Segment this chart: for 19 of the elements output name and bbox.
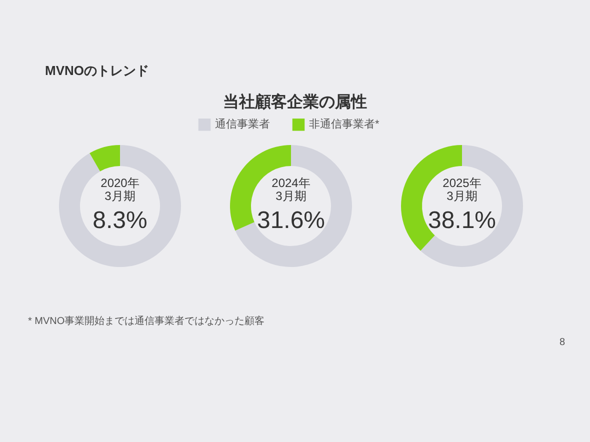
text: * MVNO事業開始までは通信事業者ではなかった顧客 [28,315,265,327]
text: 2020年 [100,176,140,190]
text: 2024年 [272,176,310,190]
donut-slice [420,145,523,267]
legend-label: 非通信事業者* [309,118,380,131]
text: 3月期 [104,189,136,203]
text: 38.1% [428,207,496,234]
text: 3月期 [276,189,306,203]
text: MVNOのトレンド [45,63,149,78]
text: 8.3% [92,207,148,234]
donut-slice [235,145,352,267]
text: 8 [559,337,566,348]
legend-label: 通信事業者 [215,118,270,131]
donut-slice [59,145,181,267]
text: 3月期 [446,189,478,203]
text: 当社顧客企業の属性 [223,92,367,111]
text: 2025年 [442,176,482,190]
text: 31.6% [256,207,326,234]
donut-slice [90,145,120,172]
